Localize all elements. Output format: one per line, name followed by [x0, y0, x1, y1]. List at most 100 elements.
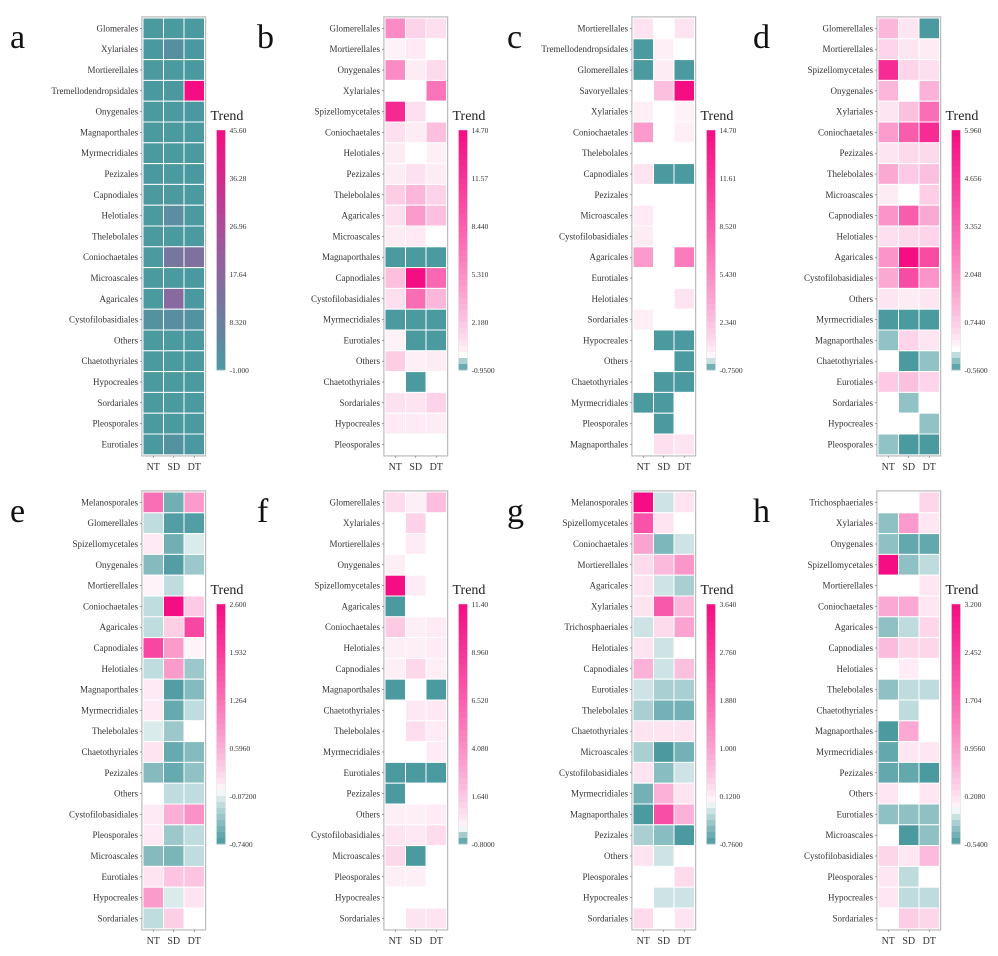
- heatmap-cell[interactable]: Agaricales / SD: 0: [653, 246, 675, 269]
- heatmap-cell[interactable]: Pezizales / SD: 0: [653, 183, 675, 206]
- heatmap-cell[interactable]: Chaetothyriales / NT: 0: [384, 371, 406, 393]
- heatmap-cell[interactable]: Magnaporthales / DT: 0.8: [673, 433, 695, 456]
- heatmap-cell[interactable]: Cystofilobasidiales / SD: 7.5: [405, 287, 427, 310]
- heatmap-cell[interactable]: Cystofilobasidiales / NT: 1.5: [877, 267, 899, 289]
- heatmap-cell[interactable]: Thelebolales / DT: -0.15: [918, 678, 940, 701]
- heatmap-cell[interactable]: Magnaporthales / SD: -0.95: [405, 246, 427, 269]
- heatmap-cell[interactable]: Cystofilobasidiales / NT: 1: [384, 287, 406, 310]
- heatmap-cell[interactable]: Pezizales / SD: 0: [405, 782, 427, 805]
- heatmap-cell[interactable]: Magnaporthales / NT: -0.95: [384, 246, 406, 269]
- heatmap-cell[interactable]: Thelebolales / NT: 0: [384, 720, 406, 743]
- heatmap-cell[interactable]: Microascales / DT: 0: [425, 225, 447, 248]
- heatmap-cell[interactable]: Cystofilobasidiales / SD: -0.45: [653, 761, 675, 784]
- heatmap-cell[interactable]: Chaetothyriales / NT: 0.2: [632, 720, 654, 743]
- heatmap-cell[interactable]: Spizellomycetales / SD: -0.3: [898, 553, 920, 576]
- heatmap-cell[interactable]: Coniochaetales / DT: 0.4: [673, 121, 695, 144]
- heatmap-cell[interactable]: Chaetothyriales / NT: 0.15: [142, 741, 164, 763]
- heatmap-cell[interactable]: Trichosphaeriales / SD: 0: [898, 491, 920, 514]
- heatmap-cell[interactable]: Mortierellales / DT: -0.8: [183, 59, 205, 81]
- heatmap-cell[interactable]: Cystofilobasidiales / DT: 0: [673, 225, 695, 248]
- heatmap-cell[interactable]: Agaricales / DT: -0.7: [183, 287, 205, 310]
- heatmap-cell[interactable]: Melanosporales / NT: 3.64: [632, 491, 654, 514]
- heatmap-cell[interactable]: Onygenales / NT: 0.3: [384, 553, 406, 576]
- heatmap-cell[interactable]: Chaetothyriales / NT: -0.9: [142, 350, 164, 373]
- heatmap-cell[interactable]: Others / SD: 0.2: [898, 287, 920, 310]
- heatmap-cell[interactable]: Coniochaetales / DT: 0.35: [183, 595, 205, 618]
- heatmap-cell[interactable]: Others / DT: 0.5: [425, 350, 447, 373]
- heatmap-cell[interactable]: Coniochaetales / SD: 0.5: [405, 121, 427, 144]
- heatmap-cell[interactable]: Mortierellales / DT: 0.15: [918, 574, 940, 597]
- heatmap-cell[interactable]: Magnaporthales / SD: 0.8: [898, 720, 920, 743]
- heatmap-cell[interactable]: Onygenales / DT: -0.4: [183, 100, 205, 123]
- heatmap-cell[interactable]: Pezizales / SD: -0.45: [898, 761, 920, 784]
- heatmap-cell[interactable]: Helotiales / SD: 0.1: [898, 657, 920, 680]
- heatmap-cell[interactable]: Sordariales / DT: 1.5: [425, 391, 447, 414]
- heatmap-cell[interactable]: Mortierellales / DT: 0: [425, 38, 447, 61]
- heatmap-cell[interactable]: Pezizales / DT: 0.5: [918, 142, 940, 165]
- heatmap-cell[interactable]: Capnodiales / NT: 1.8: [142, 637, 164, 659]
- heatmap-cell[interactable]: Xylariales / DT: -0.6: [183, 38, 205, 61]
- heatmap-cell[interactable]: Microascales / SD: -0.9: [163, 267, 185, 289]
- heatmap-cell[interactable]: Chaetothyriales / DT: -0.9: [183, 350, 205, 373]
- heatmap-cell[interactable]: Xylariales / NT: -0.3: [877, 512, 899, 535]
- heatmap-cell[interactable]: Xylariales / NT: 0.3: [877, 100, 899, 123]
- heatmap-cell[interactable]: Myrmecridiales / DT: -0.95: [425, 308, 447, 331]
- heatmap-cell[interactable]: Pezizales / NT: 0.5: [384, 163, 406, 185]
- heatmap-cell[interactable]: Agaricales / SD: 16.5: [163, 287, 185, 310]
- heatmap-cell[interactable]: Eurotiales / DT: 0: [673, 267, 695, 289]
- heatmap-cell[interactable]: Capnodiales / DT: -0.75: [673, 163, 695, 185]
- heatmap-cell[interactable]: Capnodiales / SD: 14.7: [405, 267, 427, 289]
- heatmap-cell[interactable]: Spizellomycetales / NT: 0.1: [142, 533, 164, 555]
- heatmap-cell[interactable]: Helotiales / DT: 0.8: [673, 287, 695, 310]
- heatmap-cell[interactable]: Coniochaetales / NT: -0.5: [142, 246, 164, 269]
- heatmap-cell[interactable]: Sordariales / NT: -0.2: [142, 907, 164, 930]
- heatmap-cell[interactable]: Microascales / SD: -0.5: [163, 845, 185, 867]
- heatmap-cell[interactable]: Microascales / DT: 0: [425, 845, 447, 867]
- heatmap-cell[interactable]: Hypocreales / NT: 0: [632, 886, 654, 909]
- heatmap-cell[interactable]: Magnaporthales / SD: 0.6: [898, 329, 920, 352]
- heatmap-cell[interactable]: Xylariales / NT: 0: [384, 79, 406, 102]
- heatmap-cell[interactable]: Helotiales / DT: 0.4: [425, 637, 447, 659]
- heatmap-cell[interactable]: Agaricales / DT: 0.3: [918, 616, 940, 639]
- heatmap-cell[interactable]: Magnaporthales / DT: -0.9: [183, 121, 205, 144]
- heatmap-cell[interactable]: Eurotiales / DT: 0.6: [918, 371, 940, 393]
- heatmap-cell[interactable]: Glomerellales / SD: -0.7: [163, 512, 185, 535]
- heatmap-cell[interactable]: Spizellomycetales / NT: 11.4: [384, 574, 406, 597]
- heatmap-cell[interactable]: Melanosporales / SD: -0.55: [163, 491, 185, 514]
- heatmap-cell[interactable]: Myrmecridiales / NT: 0.1: [142, 699, 164, 722]
- heatmap-cell[interactable]: Mortierellales / SD: 0: [653, 17, 675, 40]
- heatmap-cell[interactable]: Eurotiales / SD: 1: [898, 371, 920, 393]
- heatmap-cell[interactable]: Magnaporthales / SD: -0.9: [163, 121, 185, 144]
- heatmap-cell[interactable]: Spizellomycetales / DT: 0.4: [918, 59, 940, 81]
- heatmap-cell[interactable]: Agaricales / NT: -0.2: [142, 616, 164, 639]
- heatmap-cell[interactable]: Capnodiales / DT: 1.5: [918, 204, 940, 227]
- heatmap-cell[interactable]: Helotiales / NT: 0.2: [632, 637, 654, 659]
- heatmap-cell[interactable]: Thelebolales / NT: -0.3: [632, 699, 654, 722]
- heatmap-cell[interactable]: Agaricales / SD: -0.15: [653, 574, 675, 597]
- heatmap-cell[interactable]: Mortierellales / SD: 0.7: [653, 553, 675, 576]
- heatmap-cell[interactable]: Onygenales / DT: -0.35: [183, 553, 205, 576]
- heatmap-cell[interactable]: Pezizales / SD: -0.6: [163, 761, 185, 784]
- heatmap-cell[interactable]: Eurotiales / SD: -0.95: [405, 329, 427, 352]
- heatmap-cell[interactable]: Glomerellales / DT: 2: [425, 491, 447, 514]
- heatmap-cell[interactable]: Capnodiales / SD: 0.8: [163, 637, 185, 659]
- heatmap-cell[interactable]: Sordariales / NT: 0.3: [632, 907, 654, 930]
- heatmap-cell[interactable]: Helotiales / NT: -0.9: [142, 204, 164, 227]
- heatmap-cell[interactable]: Thelebolales / SD: 0.8: [405, 720, 427, 743]
- heatmap-cell[interactable]: Pezizales / NT: -0.45: [877, 761, 899, 784]
- heatmap-cell[interactable]: Coniochaetales / DT: 2.5: [425, 121, 447, 144]
- heatmap-cell[interactable]: Helotiales / NT: 0.4: [877, 225, 899, 248]
- heatmap-cell[interactable]: Sordariales / DT: -0.9: [183, 391, 205, 414]
- heatmap-cell[interactable]: Mortierellales / DT: 1.2: [673, 553, 695, 576]
- heatmap-cell[interactable]: Myrmecridiales / NT: 0: [384, 741, 406, 763]
- heatmap-cell[interactable]: Eurotiales / SD: 0: [653, 267, 675, 289]
- heatmap-cell[interactable]: Hypocreales / DT: 0.5: [425, 412, 447, 435]
- heatmap-cell[interactable]: Coniochaetales / SD: 2.6: [163, 595, 185, 618]
- heatmap-cell[interactable]: Hypocreales / SD: -0.15: [653, 886, 675, 909]
- heatmap-cell[interactable]: Others / NT: 0.2: [632, 845, 654, 867]
- heatmap-cell[interactable]: Xylariales / DT: 0.3: [673, 100, 695, 123]
- heatmap-cell[interactable]: Mortierellales / SD: 0.6: [405, 38, 427, 61]
- heatmap-cell[interactable]: Capnodiales / SD: 1: [405, 657, 427, 680]
- heatmap-cell[interactable]: Others / NT: 1.8: [384, 350, 406, 373]
- heatmap-cell[interactable]: Coniochaetales / NT: 0.8: [877, 595, 899, 618]
